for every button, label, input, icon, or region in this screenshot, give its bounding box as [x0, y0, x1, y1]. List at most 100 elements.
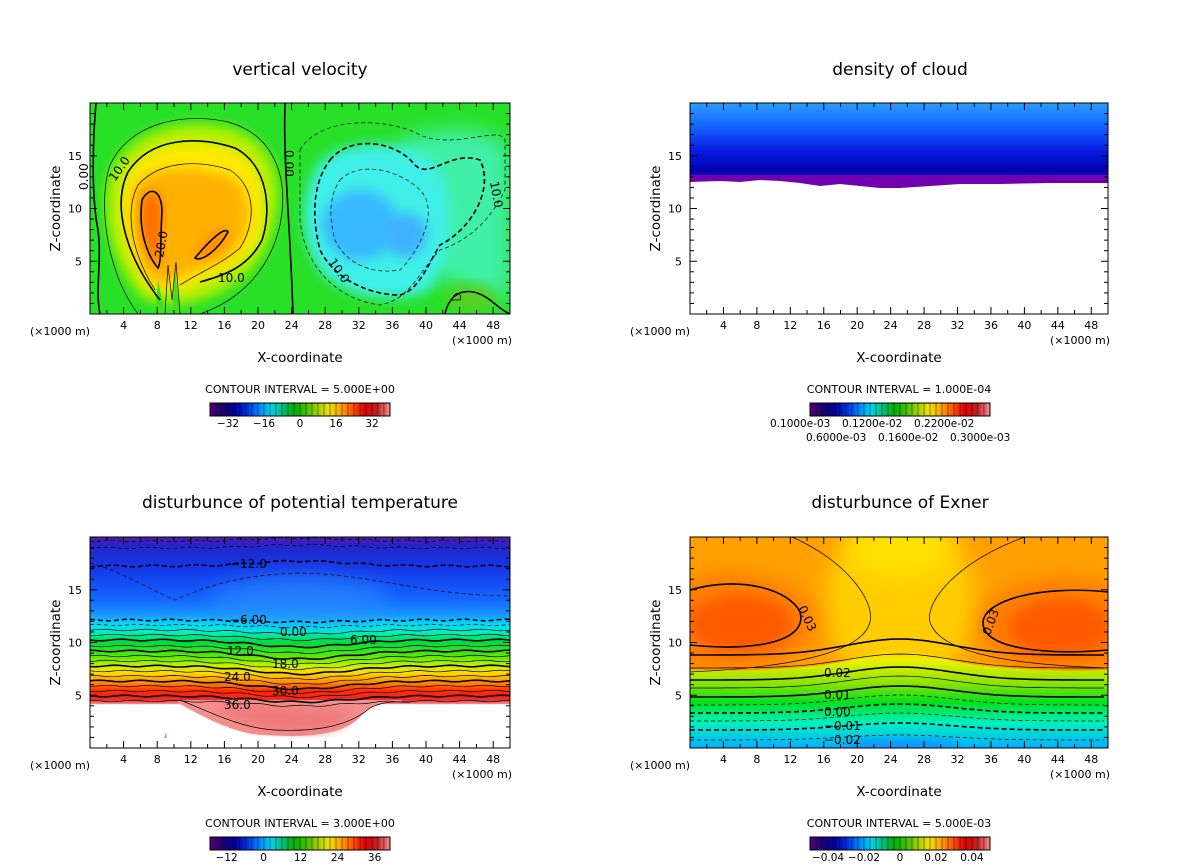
panel-potential-temperature: disturbunce of potential temperature −12…: [90, 493, 510, 748]
contour-line: [90, 664, 510, 676]
colorbar-swatch: [240, 403, 244, 416]
colorbar-swatch: [912, 403, 916, 416]
colorbar-swatch: [282, 837, 286, 850]
x-tick-label: 44: [1051, 319, 1065, 332]
contour-line: [690, 734, 1104, 741]
x-axis-label: X-coordinate: [856, 350, 941, 366]
colorbar-swatch: [330, 403, 334, 416]
colorbar-swatch: [849, 403, 853, 416]
colorbar-swatch: [930, 837, 934, 850]
colorbar-swatch: [303, 837, 307, 850]
colorbar-swatch: [930, 403, 934, 416]
y-tick-label: 10: [68, 637, 82, 650]
colorbar-swatch: [933, 403, 937, 416]
contour-line: [690, 694, 1104, 706]
contour-label: 10.0: [487, 180, 505, 209]
contour-line: [90, 644, 510, 654]
colorbar-swatch: [972, 837, 976, 850]
colorbar-swatch: [258, 403, 262, 416]
colorbar-swatch: [303, 403, 307, 416]
colorbar-swatch: [945, 837, 949, 850]
colorbar-frame: [809, 402, 991, 417]
colorbar-swatch: [873, 403, 877, 416]
x-tick-label: 8: [753, 753, 760, 766]
x-axis-label: X-coordinate: [257, 784, 342, 800]
colorbar-swatch: [951, 837, 955, 850]
x-tick-label: 24: [285, 319, 299, 332]
colorbar-swatch: [834, 403, 838, 416]
colorbar-swatch: [375, 837, 379, 850]
colorbar-swatch: [366, 837, 370, 850]
x-tick-label: 20: [251, 753, 265, 766]
contour-fill: [690, 537, 1108, 748]
x-tick-label: 28: [318, 753, 332, 766]
colorbar-tick-label: 0.1000e-03: [770, 418, 830, 430]
colorbar-swatch: [285, 837, 289, 850]
colorbar-swatch: [918, 837, 922, 850]
colorbar-swatch: [378, 837, 382, 850]
x-tick-label: 48: [1084, 753, 1098, 766]
colorbar-swatch: [819, 403, 823, 416]
colorbar-swatch: [387, 403, 391, 416]
colorbar-swatch: [900, 837, 904, 850]
colorbar-swatch: [378, 403, 382, 416]
contour-line: [90, 633, 510, 642]
colorbar-swatch: [210, 403, 214, 416]
colorbar-swatch: [210, 837, 214, 850]
contour-labels: 0.03 0.03 0.02 0.01 0.00 −0.01 −0.02: [795, 603, 1002, 747]
colorbar-swatch: [921, 837, 925, 850]
colorbar-swatch: [903, 403, 907, 416]
colorbar-swatch: [882, 837, 886, 850]
y-axis-label: Z-coordinate: [48, 166, 64, 252]
panel-density-of-cloud: density of cloud: [690, 60, 1108, 314]
colorbar-swatch: [981, 403, 985, 416]
colorbar-tick-label: 0.6000e-03: [806, 432, 866, 444]
x-unit-label: (×1000 m): [630, 325, 690, 338]
colorbar-swatch: [306, 403, 310, 416]
y-axis-label: Z-coordinate: [48, 600, 64, 686]
colorbar-swatch: [330, 837, 334, 850]
x-tick-label: 20: [251, 319, 265, 332]
colorbar-swatch: [219, 837, 223, 850]
x-axis-label: X-coordinate: [856, 784, 941, 800]
x-tick-label: 16: [217, 753, 231, 766]
colorbar-swatch: [813, 403, 817, 416]
colorbar: −0.04 −0.02 0 0.02 0.04: [809, 836, 991, 864]
colorbar-swatch: [351, 837, 355, 850]
colorbar-swatch: [381, 837, 385, 850]
contour-label: 12.0: [227, 644, 254, 658]
y-tick-label: 5: [675, 255, 682, 268]
colorbar-swatch: [960, 837, 964, 850]
contour-fill: [90, 537, 510, 748]
colorbar-swatch: [252, 403, 256, 416]
colorbar-swatch: [276, 837, 280, 850]
contour-line: [90, 669, 510, 680]
colorbar-swatch: [855, 837, 859, 850]
colorbar-swatch: [984, 837, 988, 850]
colorbar-swatch: [258, 837, 262, 850]
colorbar-tick-label: 0: [297, 418, 304, 430]
colorbar-swatch: [879, 837, 883, 850]
colorbar-swatch: [825, 403, 829, 416]
colorbar-swatch: [978, 837, 982, 850]
contour-labels: −12.0 −6.00 0.00 6.00 12.0 18.0 24.0 30.…: [224, 557, 377, 712]
x-axis-label: X-coordinate: [257, 350, 342, 366]
colorbar-swatch: [222, 837, 226, 850]
x-tick-label: 44: [453, 319, 467, 332]
x-tick-label: 28: [318, 319, 332, 332]
colorbar-swatch: [897, 837, 901, 850]
x-tick-label: 36: [984, 753, 998, 766]
x-tick-label: 12: [184, 753, 198, 766]
x-tick-label: 36: [385, 753, 399, 766]
x-tick-label: 28: [917, 753, 931, 766]
colorbar-tick-label: 0.1200e-02: [842, 418, 902, 430]
contour-line: [690, 712, 1104, 722]
colorbar-swatch: [294, 403, 298, 416]
x-tick-label: 40: [1017, 319, 1031, 332]
colorbar-tick-label: 0.3000e-03: [950, 432, 1010, 444]
x-tick-label: 44: [453, 753, 467, 766]
colorbar-swatch: [870, 403, 874, 416]
